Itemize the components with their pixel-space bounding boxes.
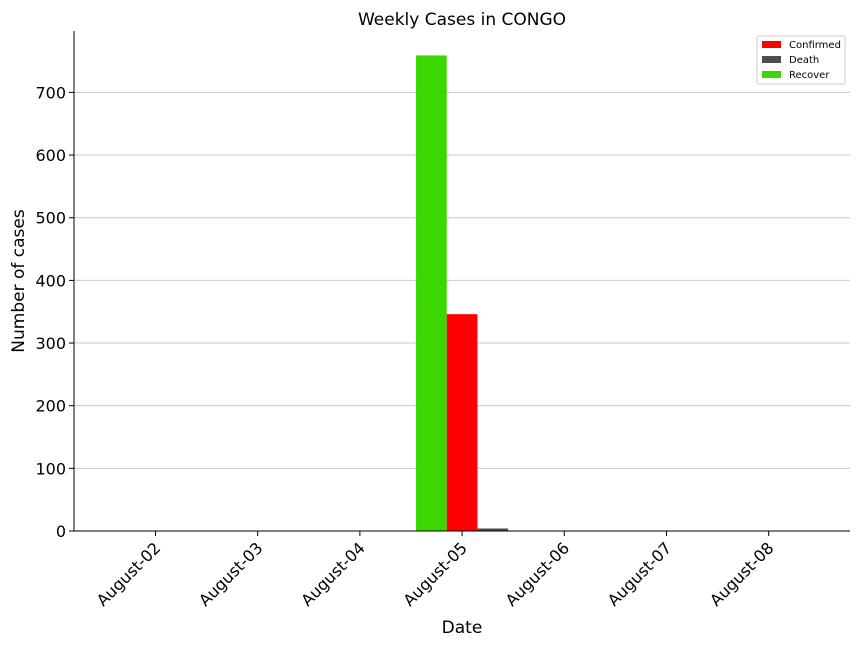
x-axis-label: Date bbox=[442, 618, 483, 638]
y-tick-label: 300 bbox=[35, 334, 66, 353]
x-tick-label: August-08 bbox=[706, 538, 778, 610]
x-tick-label: August-02 bbox=[93, 538, 165, 610]
x-tick-label: August-04 bbox=[297, 538, 369, 610]
legend-label-confirmed: Confirmed bbox=[789, 40, 841, 51]
bars bbox=[416, 55, 509, 531]
legend: Confirmed Death Recover bbox=[756, 35, 846, 85]
y-tick-label: 600 bbox=[35, 146, 66, 165]
bar-recover-august-05 bbox=[416, 55, 447, 531]
legend-swatch-recover bbox=[762, 71, 781, 78]
legend-label-recover: Recover bbox=[789, 70, 830, 81]
y-tick-label: 0 bbox=[56, 522, 66, 541]
x-tick-label: August-03 bbox=[195, 538, 267, 610]
y-axis-label: Number of cases bbox=[9, 209, 29, 353]
x-tick-label: August-07 bbox=[604, 538, 676, 610]
legend-label-death: Death bbox=[789, 55, 819, 66]
y-tick-label: 100 bbox=[35, 459, 66, 478]
legend-swatch-confirmed bbox=[762, 41, 781, 48]
x-axis-ticks: August-02 August-03 August-04 August-05 Augu… bbox=[93, 531, 778, 610]
y-tick-label: 700 bbox=[35, 83, 66, 102]
legend-swatch-death bbox=[762, 56, 781, 63]
y-tick-label: 200 bbox=[35, 397, 66, 416]
y-tick-label: 500 bbox=[35, 209, 66, 228]
y-axis-ticks: 0 100 200 300 400 500 600 700 bbox=[35, 83, 74, 541]
bar-death-august-05 bbox=[477, 528, 509, 531]
chart-title: Weekly Cases in CONGO bbox=[358, 10, 566, 30]
bar-confirmed-august-05 bbox=[446, 314, 478, 531]
y-tick-label: 400 bbox=[35, 271, 66, 290]
x-tick-label: August-06 bbox=[502, 538, 574, 610]
x-tick-label: August-05 bbox=[399, 538, 471, 610]
